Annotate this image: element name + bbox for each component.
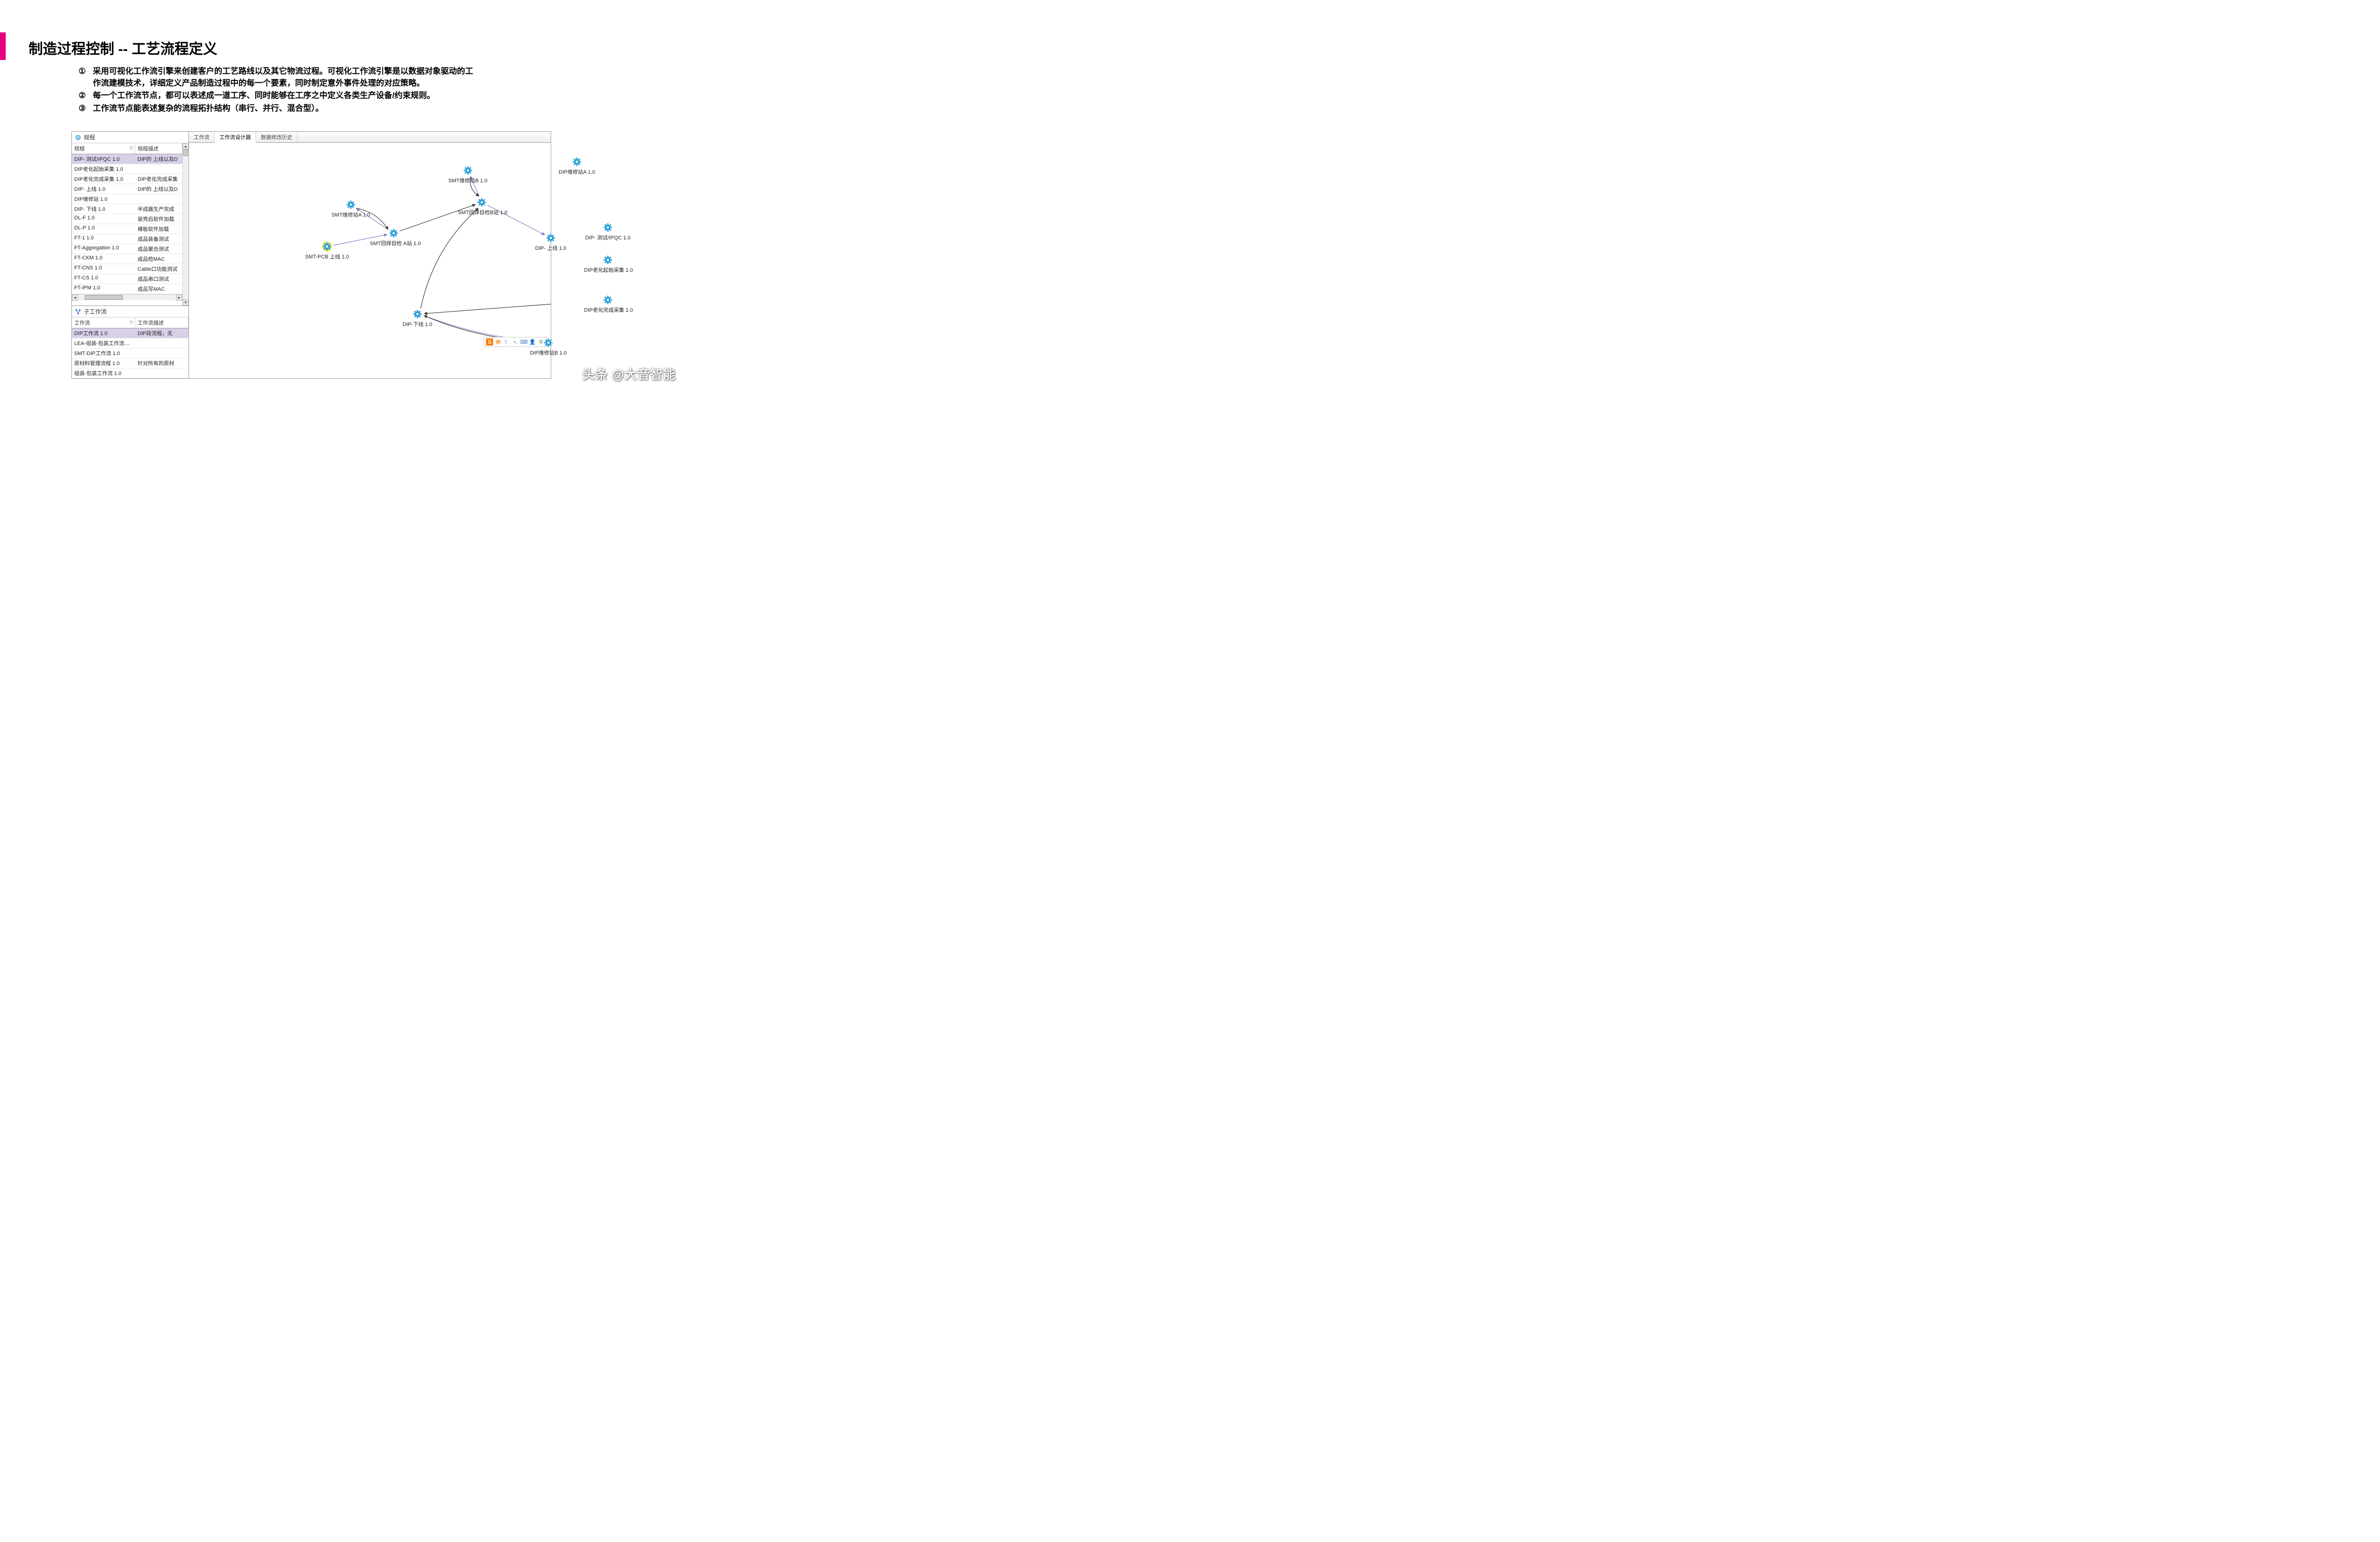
flow-node[interactable]: DIP老化起始采集 1.0 xyxy=(584,255,632,274)
node-label: DIP- 上线 1.0 xyxy=(527,244,575,252)
node-label: DIP- 测试/IPQC 1.0 xyxy=(584,234,632,241)
table-row[interactable]: SMT-DIP工作流 1.0 xyxy=(72,348,188,358)
col-workflow[interactable]: 工作流▽ xyxy=(72,317,135,328)
table-row[interactable]: DIP工作流 1.0DIP段流程，无 xyxy=(72,328,188,338)
ime-zh-icon[interactable]: 中 xyxy=(495,338,502,346)
tab[interactable]: 工作流 xyxy=(189,132,215,142)
bullet-num: ① xyxy=(79,66,93,89)
node-label: DIP-下线 1.0 xyxy=(394,320,441,328)
spec-icon xyxy=(75,134,81,141)
flow-node[interactable]: SMT回焊目检B站 1.0 xyxy=(458,197,506,216)
filter-icon[interactable]: ▽ xyxy=(129,146,133,151)
flow-node[interactable]: SMT维修站A 1.0 xyxy=(327,199,375,218)
tab[interactable]: 数据修改历史 xyxy=(256,132,298,142)
v-scrollbar[interactable]: ▲ ▼ xyxy=(182,143,188,306)
filter-icon[interactable]: ▽ xyxy=(129,320,133,325)
bullet-num: ③ xyxy=(79,103,93,115)
flow-node[interactable]: DIP- 测试/IPQC 1.0 xyxy=(584,222,632,241)
flow-node[interactable]: SMT-PCB 上线 1.0 xyxy=(303,241,351,260)
spec-grid-body[interactable]: DIP- 测试/IPQC 1.0DIP的 上线以及DDIP老化起始采集 1.0D… xyxy=(72,154,182,294)
flow-node[interactable]: DIP维修站B 1.0 xyxy=(525,337,572,356)
punct-icon[interactable]: •, xyxy=(512,338,519,346)
table-row[interactable]: FT-Aggregation 1.0成品聚合测试 xyxy=(72,244,182,254)
col-workflow-desc[interactable]: 工作流描述 xyxy=(135,317,188,328)
table-row[interactable]: 组装-包装工作流 1.0 xyxy=(72,368,188,378)
table-row[interactable]: DIP- 上线 1.0DIP的 上线以及D xyxy=(72,184,182,194)
bullet-num: ② xyxy=(79,90,93,102)
scroll-down-icon[interactable]: ▼ xyxy=(183,299,188,306)
sub-header-label: 子工作流 xyxy=(84,307,107,316)
table-row[interactable]: DL-F 1.0装壳后软件加载 xyxy=(72,214,182,224)
accent-bar xyxy=(0,32,6,60)
spec-panel-header[interactable]: 规程 xyxy=(72,132,188,143)
tab-bar: 工作流工作流设计器数据修改历史 xyxy=(189,132,551,143)
left-panel: 规程 规程▽ 规程描述 DIP- 测试/IPQC 1.0DIP的 上线以及DDI… xyxy=(72,132,189,378)
table-row[interactable]: DIP老化起始采集 1.0 xyxy=(72,164,182,174)
workflow-icon xyxy=(75,308,81,315)
sub-workflow-panel: 子工作流 工作流▽ 工作流描述 DIP工作流 1.0DIP段流程，无LEA-组装… xyxy=(72,306,188,378)
moon-icon[interactable]: ☾ xyxy=(503,338,510,346)
table-row[interactable]: DIP维修站 1.0 xyxy=(72,194,182,204)
sub-grid-body[interactable]: DIP工作流 1.0DIP段流程，无LEA-组装-包装工作流…SMT-DIP工作… xyxy=(72,328,188,378)
watermark: 头条 @大音智能 xyxy=(582,365,676,383)
ime-s-icon[interactable]: S xyxy=(486,338,493,346)
h-scroll-thumb[interactable] xyxy=(85,295,123,300)
node-label: DIP老化起始采集 1.0 xyxy=(584,266,632,274)
node-label: DIP老化完成采集 1.0 xyxy=(584,306,632,314)
scroll-right-icon[interactable]: ► xyxy=(176,295,182,301)
bullet-list: ①采用可视化工作流引擎来创建客户的工艺路线以及其它物流过程。可视化工作流引擎是以… xyxy=(79,66,474,116)
flow-node[interactable]: DIP-下线 1.0 xyxy=(394,309,441,328)
table-row[interactable]: DIP- 下线 1.0半成器生产完成 xyxy=(72,204,182,214)
spec-header-label: 规程 xyxy=(84,133,95,141)
table-row[interactable]: FT-IPM 1.0成品写MAC xyxy=(72,284,182,294)
flow-node[interactable]: DIP- 上线 1.0 xyxy=(527,233,575,252)
flow-node[interactable]: SMT回焊目检 A站 1.0 xyxy=(370,228,417,247)
bullet-text: 采用可视化工作流引擎来创建客户的工艺路线以及其它物流过程。可视化工作流引擎是以数… xyxy=(93,66,474,89)
app-window: 规程 规程▽ 规程描述 DIP- 测试/IPQC 1.0DIP的 上线以及DDI… xyxy=(71,131,551,379)
table-row[interactable]: FT-CS 1.0成品串口测试 xyxy=(72,274,182,284)
page-title: 制造过程控制 -- 工艺流程定义 xyxy=(29,37,218,58)
bullet-text: 工作流节点能表述复杂的流程拓扑结构（串行、并行、混合型）。 xyxy=(93,103,324,115)
node-label: DIP维修站A 1.0 xyxy=(553,168,601,176)
tab[interactable]: 工作流设计器 xyxy=(215,132,256,143)
table-row[interactable]: FT-1 1.0成品装备测试 xyxy=(72,234,182,244)
node-label: SMT维修站B 1.0 xyxy=(444,177,492,184)
bullet-text: 每一个工作流节点，都可以表述成一道工序、同时能够在工序之中定义各类生产设备/约束… xyxy=(93,90,435,102)
flow-node[interactable]: DIP维修站A 1.0 xyxy=(553,157,601,176)
table-row[interactable]: DIP老化完成采集 1.0DIP老化完成采集 xyxy=(72,174,182,184)
table-row[interactable]: LEA-组装-包装工作流… xyxy=(72,338,188,348)
flow-node[interactable]: DIP老化完成采集 1.0 xyxy=(584,295,632,314)
scroll-left-icon[interactable]: ◄ xyxy=(72,295,78,301)
v-scroll-thumb[interactable] xyxy=(183,149,188,156)
sub-panel-header[interactable]: 子工作流 xyxy=(72,306,188,317)
flow-node[interactable]: SMT维修站B 1.0 xyxy=(444,165,492,184)
flow-edge xyxy=(421,208,478,308)
table-row[interactable]: FT-CNS 1.0Cable口功能测试 xyxy=(72,264,182,274)
flow-edge xyxy=(424,300,551,314)
node-label: SMT回焊目检 A站 1.0 xyxy=(370,239,417,247)
col-spec[interactable]: 规程▽ xyxy=(72,143,135,154)
sub-grid-header: 工作流▽ 工作流描述 xyxy=(72,317,188,328)
node-label: SMT回焊目检B站 1.0 xyxy=(458,208,506,216)
scroll-up-icon[interactable]: ▲ xyxy=(183,143,188,149)
table-row[interactable]: FT-CKM 1.0成品检MAC xyxy=(72,254,182,264)
workflow-canvas[interactable]: S 中 ☾ •, ⌨ 👤 ⚙ SMT-PCB 上线 1.0 SMT xyxy=(189,143,551,378)
table-row[interactable]: 原材料管理流程 1.0针对所有的原材 xyxy=(72,358,188,368)
node-label: SMT维修站A 1.0 xyxy=(327,211,375,218)
table-row[interactable]: DIP- 测试/IPQC 1.0DIP的 上线以及D xyxy=(72,154,182,164)
spec-grid-header: 规程▽ 规程描述 xyxy=(72,143,182,154)
node-label: DIP维修站B 1.0 xyxy=(525,349,572,356)
table-row[interactable]: DL-P 1.0裸板软件加载 xyxy=(72,224,182,234)
col-desc[interactable]: 规程描述 xyxy=(135,143,182,154)
h-scrollbar[interactable]: ◄ ► xyxy=(72,294,182,300)
node-label: SMT-PCB 上线 1.0 xyxy=(303,253,351,260)
right-panel: 工作流工作流设计器数据修改历史 S 中 ☾ •, ⌨ 👤 ⚙ SMT-PCB 上… xyxy=(189,132,551,378)
